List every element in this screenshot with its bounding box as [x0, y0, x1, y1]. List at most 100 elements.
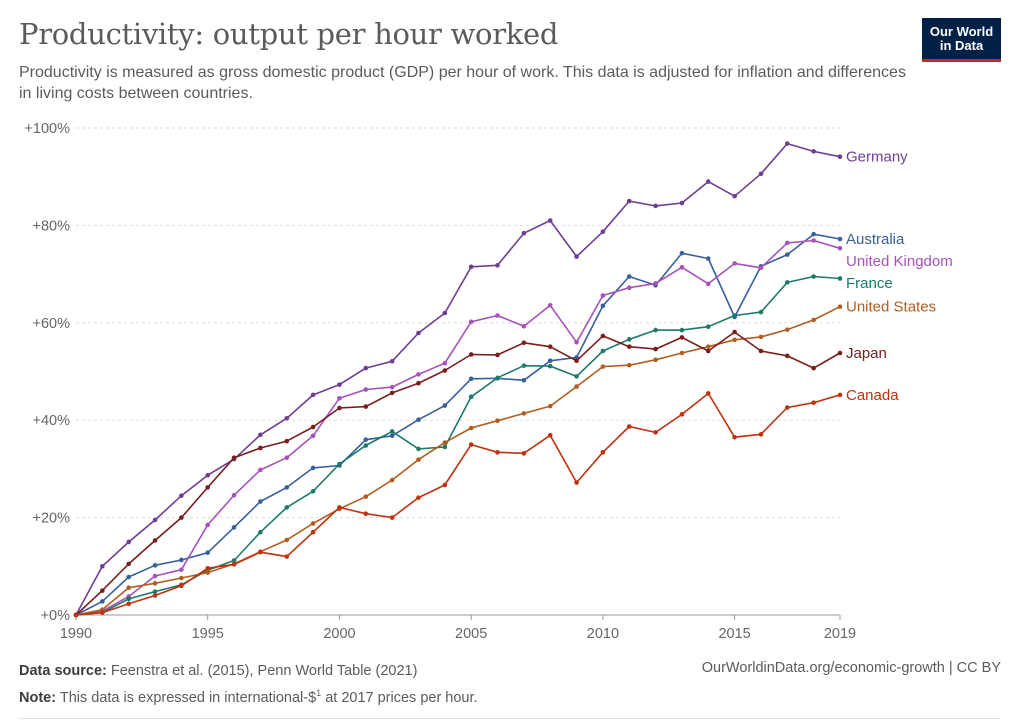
data-point-united-kingdom[interactable] [837, 245, 843, 251]
data-point-france[interactable] [442, 444, 448, 450]
data-point-united-kingdom[interactable] [758, 265, 764, 271]
data-point-france[interactable] [837, 276, 843, 281]
data-point-canada[interactable] [732, 434, 737, 440]
data-point-japan[interactable] [679, 335, 685, 340]
data-point-germany[interactable] [337, 382, 342, 387]
data-point-germany[interactable] [626, 198, 632, 204]
data-point-australia[interactable] [600, 303, 606, 309]
series-label-japan[interactable]: Japan [846, 345, 887, 362]
data-point-australia[interactable] [100, 599, 105, 604]
data-point-canada[interactable] [521, 451, 527, 456]
data-point-united-states[interactable] [389, 477, 395, 483]
data-point-japan[interactable] [811, 365, 816, 371]
data-point-canada[interactable] [600, 450, 606, 455]
data-point-united-states[interactable] [179, 575, 184, 581]
data-point-canada[interactable] [416, 495, 421, 500]
data-point-france[interactable] [547, 363, 553, 369]
data-point-united-states[interactable] [152, 581, 158, 586]
data-point-france[interactable] [653, 327, 658, 333]
data-point-france[interactable] [626, 337, 632, 342]
data-point-canada[interactable] [389, 515, 395, 520]
data-point-japan[interactable] [495, 352, 500, 358]
data-point-united-kingdom[interactable] [732, 261, 737, 266]
data-point-united-states[interactable] [837, 304, 843, 310]
data-point-australia[interactable] [179, 557, 184, 563]
data-point-australia[interactable] [310, 465, 316, 471]
data-point-australia[interactable] [574, 355, 579, 360]
data-point-australia[interactable] [152, 563, 158, 568]
series-label-united-kingdom[interactable]: United Kingdom [846, 253, 953, 270]
data-point-united-kingdom[interactable] [152, 573, 158, 579]
data-point-united-states[interactable] [416, 457, 421, 462]
data-point-united-states[interactable] [284, 537, 290, 543]
data-point-france[interactable] [337, 461, 342, 467]
data-point-germany[interactable] [205, 472, 211, 478]
data-point-canada[interactable] [547, 432, 553, 438]
data-point-australia[interactable] [468, 376, 474, 382]
data-point-united-kingdom[interactable] [179, 567, 184, 573]
data-point-canada[interactable] [758, 432, 764, 437]
data-point-united-states[interactable] [468, 425, 474, 431]
data-point-united-states[interactable] [705, 344, 711, 349]
data-point-united-kingdom[interactable] [258, 467, 263, 473]
series-line-australia[interactable] [75, 233, 841, 616]
data-point-australia[interactable] [785, 252, 790, 257]
data-point-japan[interactable] [416, 380, 421, 386]
data-point-germany[interactable] [732, 193, 737, 199]
data-point-france[interactable] [284, 505, 290, 510]
data-point-united-states[interactable] [521, 411, 527, 416]
data-point-australia[interactable] [126, 574, 131, 580]
data-point-germany[interactable] [179, 493, 184, 498]
data-point-japan[interactable] [205, 485, 211, 490]
data-point-canada[interactable] [179, 583, 184, 589]
series-line-japan[interactable] [75, 331, 841, 616]
data-point-france[interactable] [785, 280, 790, 285]
data-point-japan[interactable] [442, 368, 448, 373]
data-point-canada[interactable] [495, 450, 500, 455]
data-point-canada[interactable] [679, 412, 685, 417]
data-point-united-kingdom[interactable] [310, 433, 316, 439]
data-point-australia[interactable] [705, 256, 711, 261]
data-point-united-states[interactable] [626, 362, 632, 368]
data-point-japan[interactable] [521, 340, 527, 346]
data-point-united-kingdom[interactable] [574, 339, 579, 345]
data-point-united-states[interactable] [600, 364, 606, 369]
data-point-united-kingdom[interactable] [495, 313, 500, 318]
data-point-japan[interactable] [126, 561, 131, 567]
data-point-canada[interactable] [205, 565, 211, 571]
series-line-germany[interactable] [75, 142, 841, 616]
data-point-france[interactable] [811, 274, 816, 279]
data-point-france[interactable] [468, 394, 474, 400]
data-point-japan[interactable] [152, 538, 158, 543]
data-point-france[interactable] [600, 348, 606, 354]
data-point-japan[interactable] [547, 344, 553, 349]
data-point-united-kingdom[interactable] [653, 281, 658, 286]
data-point-united-states[interactable] [126, 585, 131, 591]
data-point-germany[interactable] [389, 358, 395, 364]
data-point-canada[interactable] [705, 391, 711, 396]
data-point-france[interactable] [363, 443, 369, 448]
data-point-canada[interactable] [837, 392, 843, 398]
data-point-japan[interactable] [705, 348, 711, 354]
data-point-germany[interactable] [758, 171, 764, 177]
data-point-canada[interactable] [785, 405, 790, 410]
data-point-australia[interactable] [679, 250, 685, 256]
data-point-australia[interactable] [626, 274, 632, 279]
data-point-australia[interactable] [547, 358, 553, 364]
data-point-france[interactable] [416, 446, 421, 452]
data-point-united-states[interactable] [547, 403, 553, 409]
data-point-canada[interactable] [468, 442, 474, 447]
data-point-australia[interactable] [363, 437, 369, 442]
data-point-canada[interactable] [284, 554, 290, 559]
data-point-canada[interactable] [626, 424, 632, 429]
series-label-canada[interactable]: Canada [846, 387, 899, 404]
data-point-germany[interactable] [785, 141, 790, 146]
data-point-france[interactable] [126, 596, 131, 602]
data-point-united-kingdom[interactable] [205, 522, 211, 528]
data-point-united-states[interactable] [679, 350, 685, 356]
data-point-france[interactable] [389, 429, 395, 434]
series-line-united-states[interactable] [75, 305, 841, 616]
data-point-united-kingdom[interactable] [705, 281, 711, 287]
data-point-france[interactable] [732, 313, 737, 318]
data-point-france[interactable] [310, 489, 316, 494]
